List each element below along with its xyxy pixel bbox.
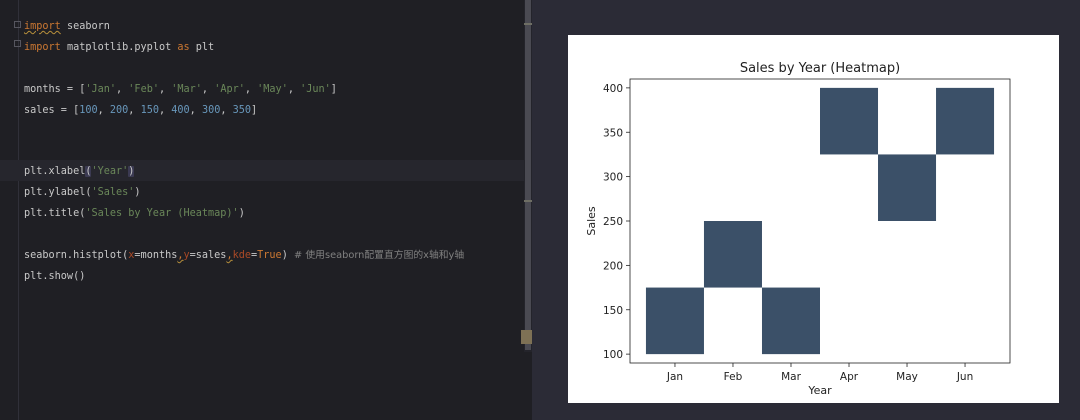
code-line-8[interactable]: plt.xlabel('Year') [24,163,134,181]
code-text: sales = [ [24,105,79,116]
fold-icon[interactable] [14,40,21,47]
string-literal: 'Mar' [171,84,202,95]
code-text: =sales [190,250,227,261]
chart-title: Sales by Year (Heatmap) [740,61,900,76]
keyword: import [24,42,61,53]
heatmap-cell [878,154,936,221]
string-literal: 'May' [257,84,288,95]
number-literal: 400 [171,105,189,116]
param-name: kde [233,250,251,261]
code-text: plt.ylabel( [24,187,91,198]
string-literal: 'Jun' [300,84,331,95]
y-tick-label: 200 [603,260,623,272]
code-text: matplotlib.pyplot [61,42,178,53]
fold-icon[interactable] [14,21,21,28]
code-text: , [288,84,300,95]
heatmap-chart: Sales by Year (Heatmap) 100 150 200 250 300 3… [568,35,1059,403]
string-literal: 'Sales' [91,187,134,198]
x-tick-label: May [896,371,918,383]
error-stripe-mark[interactable] [524,200,532,202]
code-text: , [116,84,128,95]
number-literal: 350 [233,105,251,116]
code-line-5[interactable]: sales = [100, 200, 150, 400, 300, 350] [24,102,257,120]
warning-indicator[interactable] [521,330,532,344]
code-text: , [220,105,232,116]
number-literal: 100 [79,105,97,116]
heatmap-cell [646,288,704,355]
code-text: months = [ [24,84,85,95]
code-line-10[interactable]: plt.title('Sales by Year (Heatmap)') [24,205,245,223]
number-literal: 300 [202,105,220,116]
x-axis-label: Year [807,384,832,397]
x-tick-label: Mar [781,371,801,383]
code-line-2[interactable]: import matplotlib.pyplot as plt [24,39,214,57]
code-text: , [202,84,214,95]
keyword: True [257,250,282,261]
plot-figure: Sales by Year (Heatmap) 100 150 200 250 300 3… [568,35,1059,403]
string-literal: 'Jan' [85,84,116,95]
x-tick-label: Feb [724,371,743,383]
code-text: plt [190,42,215,53]
y-tick-label: 250 [603,216,623,228]
keyword: import [24,21,61,32]
code-text: ] [251,105,257,116]
y-tick-label: 400 [603,83,623,95]
heatmap-cell [820,88,878,155]
code-text: ) [239,208,245,219]
error-stripe-mark[interactable] [524,23,532,25]
code-line-9[interactable]: plt.ylabel('Sales') [24,184,141,202]
x-tick-label: Jun [956,371,973,383]
y-tick-label: 350 [603,127,623,139]
y-axis-label: Sales [585,206,598,236]
code-text: , [159,84,171,95]
code-editor[interactable]: import seaborn import matplotlib.pyplot … [0,0,532,420]
code-text: ) [134,187,140,198]
code-text: =months [134,250,177,261]
x-tick-label: Jan [666,371,683,383]
string-literal: 'Apr' [214,84,245,95]
code-text: , [159,105,171,116]
number-literal: 200 [110,105,128,116]
x-tick-label: Apr [840,371,859,383]
string-literal: 'Year' [91,166,128,177]
y-tick-label: 150 [603,305,623,317]
code-text: plt.xlabel [24,166,85,177]
string-literal: 'Sales by Year (Heatmap)' [85,208,238,219]
number-literal: 150 [141,105,159,116]
string-literal: 'Feb' [128,84,159,95]
code-text: , [128,105,140,116]
keyword: as [177,42,189,53]
code-text: plt.title( [24,208,85,219]
code-text: seaborn [61,21,110,32]
scrollbar-thumb[interactable] [525,0,531,350]
code-line-1[interactable]: import seaborn [24,18,110,36]
code-comment: # 使用seaborn配置直方图的x轴和y轴 [288,250,464,261]
gutter-divider [18,0,19,420]
code-text: , [245,84,257,95]
heatmap-cell [762,288,820,355]
code-text: , [190,105,202,116]
heatmap-cell [936,88,994,155]
y-tick-label: 300 [603,172,623,184]
code-line-13[interactable]: plt.show() [24,268,85,286]
heatmap-cell [704,221,762,288]
code-text: ] [331,84,337,95]
code-line-12[interactable]: seaborn.histplot(x=months,y=sales,kde=Tr… [24,247,464,265]
code-line-4[interactable]: months = ['Jan', 'Feb', 'Mar', 'Apr', 'M… [24,81,337,99]
bracket-match: ) [128,166,134,177]
y-tick-label: 100 [603,349,623,361]
code-text: , [98,105,110,116]
code-text: plt.show() [24,271,85,282]
code-text: seaborn.histplot( [24,250,128,261]
